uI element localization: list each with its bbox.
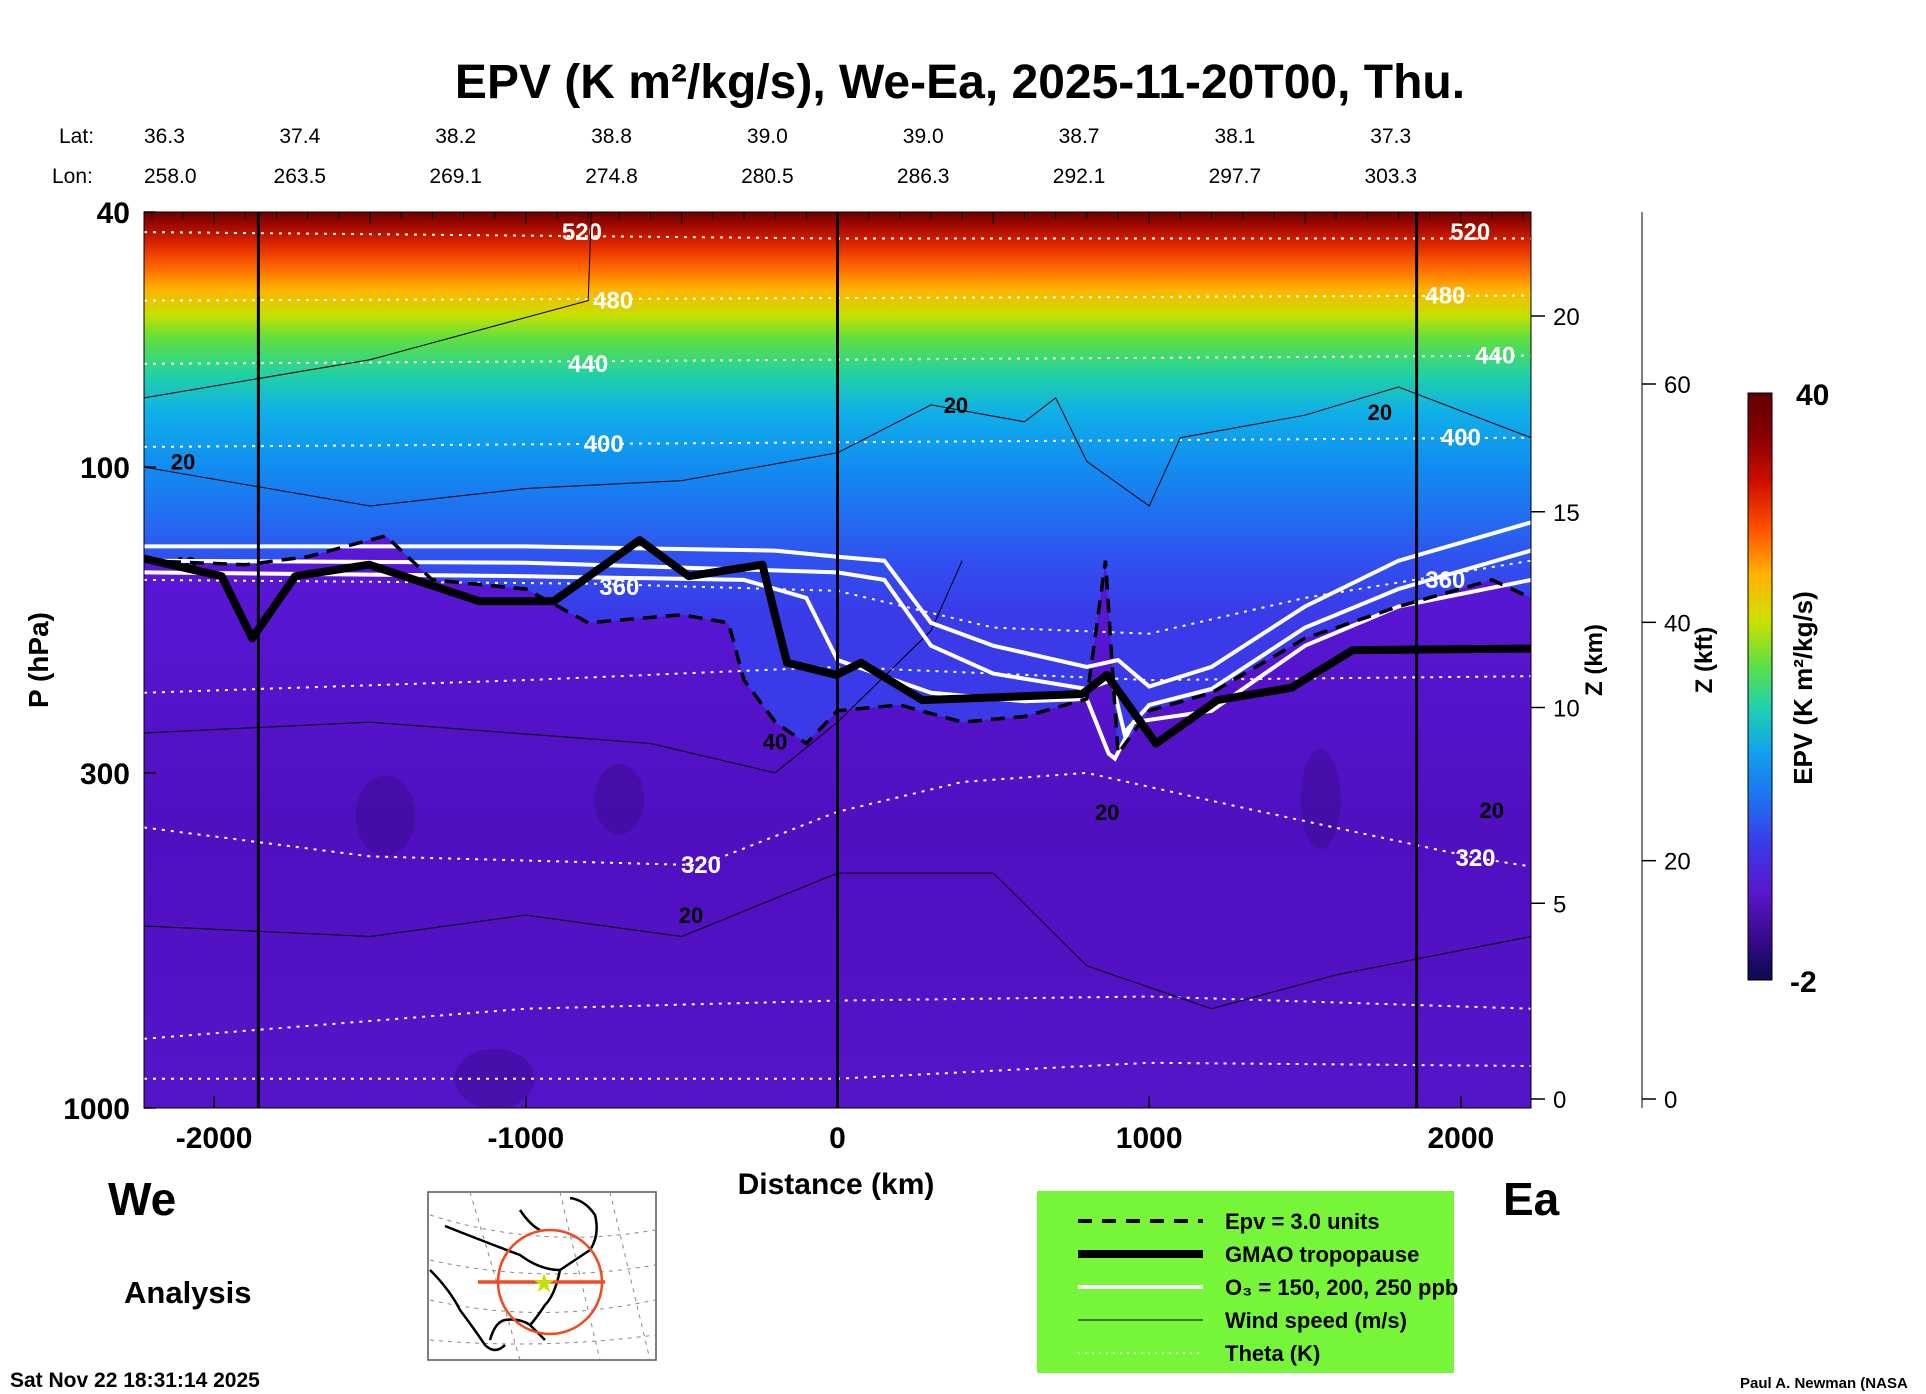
east-label: Ea	[1503, 1173, 1560, 1225]
latitude-value: 39.0	[903, 125, 944, 148]
low-epv-patch	[454, 1048, 535, 1108]
y-tick-label: 40	[97, 197, 130, 230]
theta-label: 440	[1475, 343, 1515, 370]
latitude-value: 37.4	[279, 125, 320, 148]
latitude-value: 38.1	[1214, 125, 1255, 148]
theta-label: 320	[1455, 845, 1495, 872]
longitude-value: 286.3	[897, 165, 950, 188]
theta-label: 400	[1441, 425, 1481, 452]
zkft-tick-label: 40	[1664, 610, 1691, 637]
chart-title: EPV (K m²/kg/s), We-Ea, 2025-11-20T00, T…	[455, 56, 1465, 109]
theta-label: 400	[584, 431, 624, 458]
wind-speed-contour-20	[144, 872, 1531, 1010]
y-tick-label: 100	[80, 452, 130, 485]
location-inset-map: ★	[427, 1191, 657, 1361]
zkm-tick-label: 5	[1553, 891, 1566, 918]
zkft-tick-label: 20	[1664, 849, 1691, 876]
x-tick-label: -2000	[176, 1122, 253, 1155]
x-tick-label: 0	[829, 1122, 846, 1155]
low-epv-patch	[594, 764, 645, 835]
zkm-tick-label: 15	[1553, 500, 1580, 527]
theta-label: 320	[681, 852, 721, 879]
longitude-value: 274.8	[585, 165, 638, 188]
wind-speed-label: 40	[763, 729, 787, 754]
x-tick-label: 1000	[1116, 1122, 1183, 1155]
lat-label: Lat:	[59, 125, 94, 148]
lon-label: Lon:	[52, 165, 93, 188]
timestamp: Sat Nov 22 18:31:14 2025	[10, 1369, 260, 1392]
legend-label: O₃ = 150, 200, 250 ppb	[1225, 1275, 1458, 1300]
wind-speed-label: 20	[944, 393, 968, 418]
epv-3-contour	[144, 533, 1531, 759]
theta-label: 440	[568, 351, 608, 378]
longitude-value: 263.5	[274, 165, 327, 188]
latitude-value: 37.3	[1370, 125, 1411, 148]
zkft-axis-label: Z (kft)	[1691, 627, 1718, 694]
low-epv-patch	[1300, 749, 1341, 850]
latitude-value: 38.8	[591, 125, 632, 148]
credit: Paul A. Newman (NASA	[1740, 1375, 1908, 1392]
colorbar-title: EPV (K m²/kg/s)	[1788, 591, 1818, 785]
coastlines	[429, 1196, 598, 1352]
legend: Epv = 3.0 units GMAO tropopause O₃ = 150, …	[1037, 1191, 1458, 1373]
wind-speed-label: 20	[1095, 800, 1119, 825]
zkft-tick-label: 60	[1664, 372, 1691, 399]
theta-label: 480	[1425, 283, 1465, 310]
wind-speed-contour-20	[144, 386, 1531, 507]
zkm-tick-label: 0	[1553, 1087, 1566, 1114]
section-center-star-icon: ★	[532, 1268, 555, 1298]
longitude-value: 258.0	[144, 165, 197, 188]
colorbar-max-label: 40	[1796, 379, 1829, 412]
y-axis-label: P (hPa)	[23, 612, 54, 708]
analysis-label: Analysis	[124, 1275, 252, 1310]
zkm-tick-label: 10	[1553, 696, 1580, 723]
wind-speed-label: 20	[1368, 400, 1392, 425]
wind-speed-label: 20	[1479, 798, 1503, 823]
low-epv-patch	[355, 775, 416, 856]
colorbar-min-label: -2	[1790, 966, 1817, 999]
theta-label: 520	[562, 219, 602, 246]
longitude-value: 280.5	[741, 165, 794, 188]
longitude-value: 292.1	[1053, 165, 1106, 188]
colorbar	[1747, 392, 1773, 981]
zkm-axis-label: Z (km)	[1581, 624, 1608, 696]
west-label: We	[108, 1173, 176, 1225]
latitude-value: 36.3	[144, 125, 185, 148]
legend-label: Epv = 3.0 units	[1225, 1209, 1380, 1234]
theta-label: 520	[1450, 219, 1490, 246]
ozone-contour-150	[144, 520, 1531, 689]
wind-speed-label: 20	[679, 903, 703, 928]
longitude-value: 297.7	[1209, 165, 1262, 188]
latitude-value: 38.2	[435, 125, 476, 148]
x-tick-label: -1000	[487, 1122, 564, 1155]
wind-speed-label: 20	[171, 449, 195, 474]
legend-label: GMAO tropopause	[1225, 1242, 1419, 1267]
zkft-tick-label: 0	[1664, 1087, 1677, 1114]
x-tick-label: 2000	[1427, 1122, 1494, 1155]
wind-speed-contour-40	[144, 560, 963, 774]
zkm-tick-label: 20	[1553, 304, 1580, 331]
longitude-value: 303.3	[1364, 165, 1417, 188]
latitude-value: 39.0	[747, 125, 788, 148]
legend-label: Theta (K)	[1225, 1341, 1320, 1366]
x-axis-label: Distance (km)	[738, 1168, 935, 1201]
latitude-value: 38.7	[1059, 125, 1100, 148]
longitude-value: 269.1	[429, 165, 482, 188]
lat-lon-header: Lat: Lon: 36.3 258.0 37.4 263.5 38.2 269.1 38.…	[52, 125, 1417, 188]
y-tick-label: 1000	[63, 1093, 130, 1126]
gmao-tropopause-line	[144, 536, 1531, 748]
y-tick-label: 300	[80, 758, 130, 791]
legend-label: Wind speed (m/s)	[1225, 1308, 1407, 1333]
theta-label: 480	[593, 288, 633, 315]
